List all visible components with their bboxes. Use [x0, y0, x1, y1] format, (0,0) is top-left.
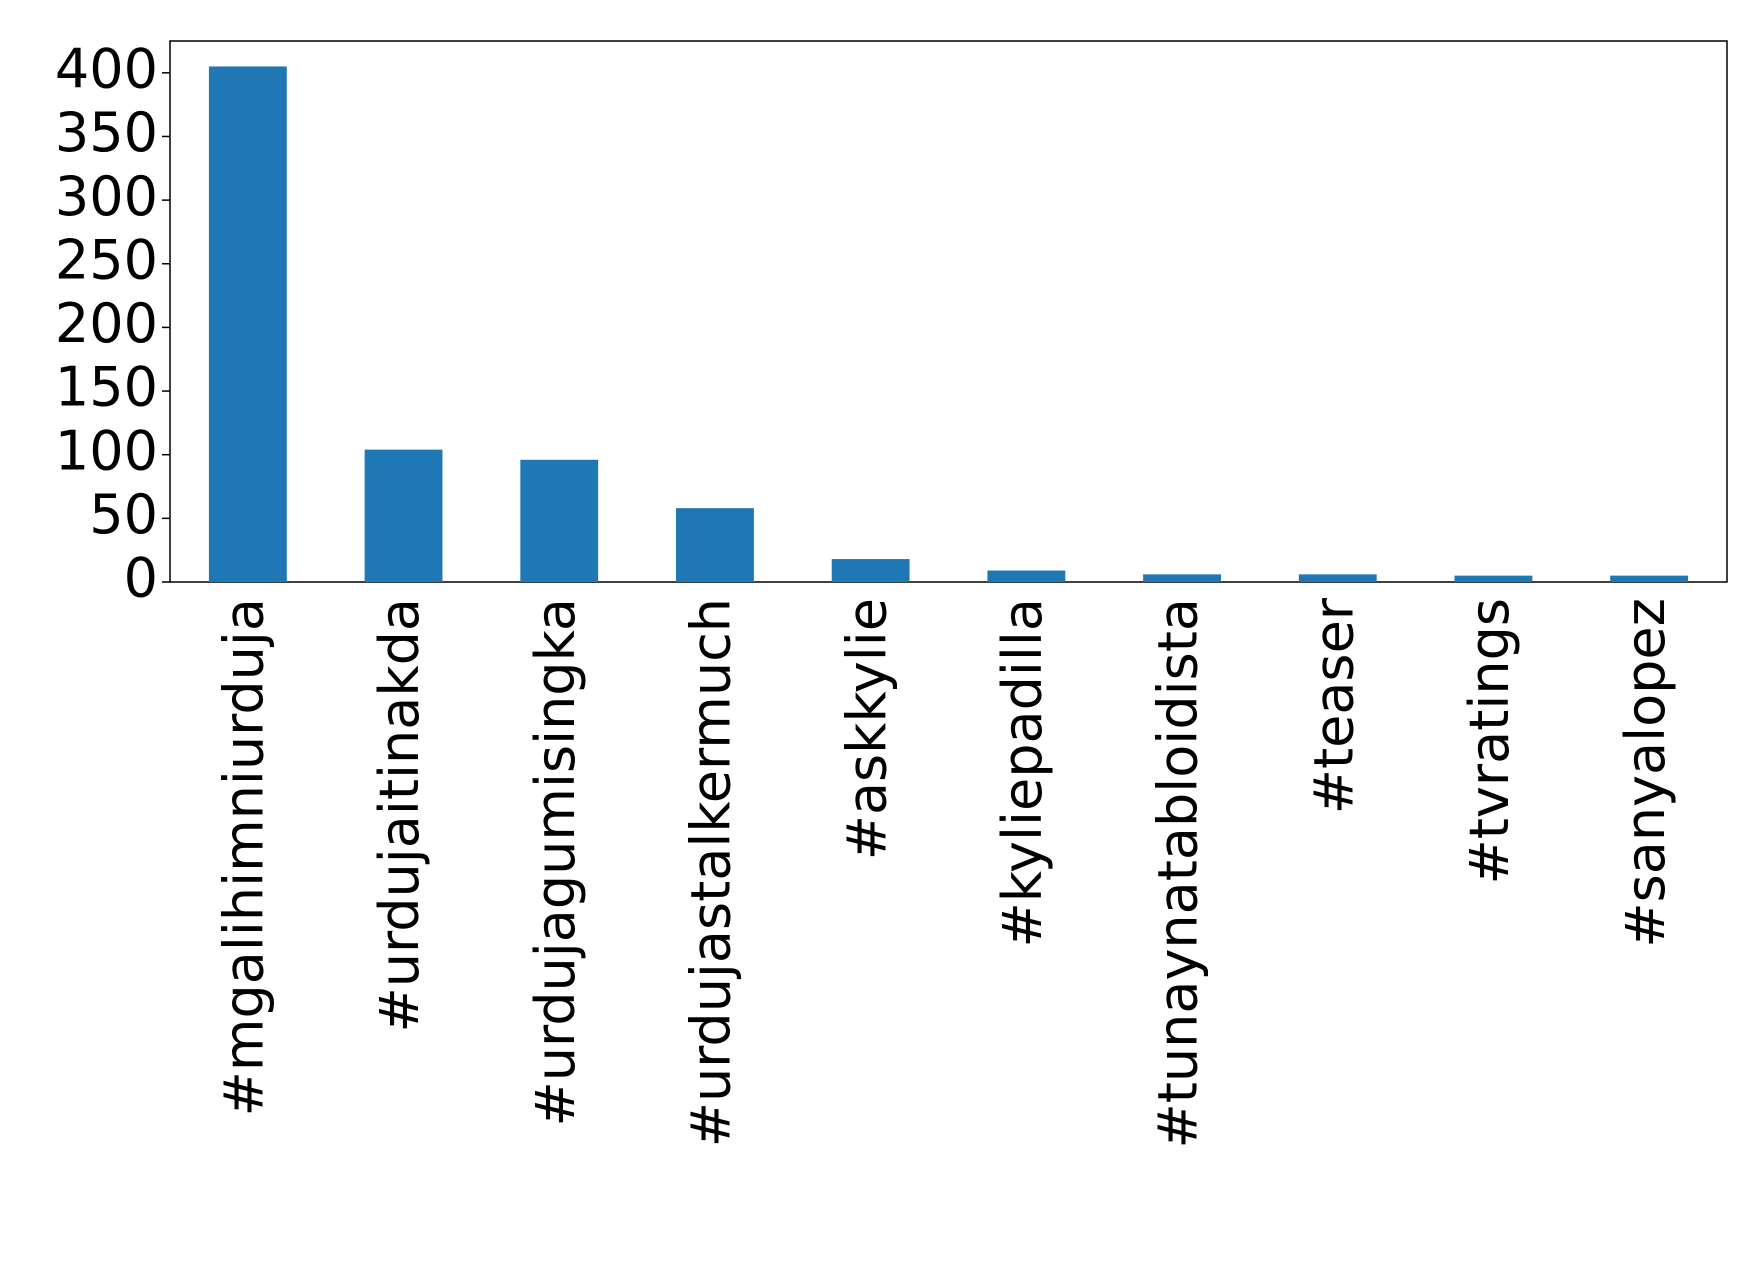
bar — [987, 570, 1066, 582]
bar — [1610, 575, 1689, 582]
y-tick-label: 200 — [55, 292, 158, 355]
x-tick-label: #tunaynatabloidista — [1147, 598, 1210, 1149]
x-tick-label: #urdujastalkermuch — [680, 598, 743, 1147]
bar — [1143, 574, 1221, 582]
bar — [364, 449, 443, 582]
bar — [208, 66, 287, 583]
y-tick-label: 100 — [55, 419, 158, 482]
y-tick-label: 350 — [55, 101, 158, 164]
y-tick-label: 300 — [55, 165, 158, 228]
bar — [1298, 574, 1377, 582]
plot-frame — [169, 40, 1728, 583]
bar — [520, 459, 599, 582]
bar — [1454, 575, 1533, 582]
x-tick-label: #sanyalopez — [1614, 598, 1677, 948]
x-tick-label: #teaser — [1302, 597, 1365, 814]
bar — [831, 559, 910, 582]
y-tick-label: 0 — [124, 547, 158, 610]
y-tick-label: 400 — [55, 37, 158, 100]
x-tick-label: #urdujaitinakda — [368, 598, 431, 1032]
y-tick-label: 50 — [89, 483, 158, 546]
x-tick-label: #mgalihimniurduja — [212, 598, 275, 1116]
x-tick-label: #kyliepadilla — [991, 598, 1054, 948]
x-tick-label: #askkylie — [835, 598, 898, 860]
bar — [676, 508, 754, 582]
y-tick-label: 250 — [55, 228, 158, 291]
x-tick-label: #tvratings — [1458, 598, 1521, 884]
x-tick-label: #urdujagumisingka — [524, 598, 587, 1126]
y-tick-label: 150 — [55, 356, 158, 419]
